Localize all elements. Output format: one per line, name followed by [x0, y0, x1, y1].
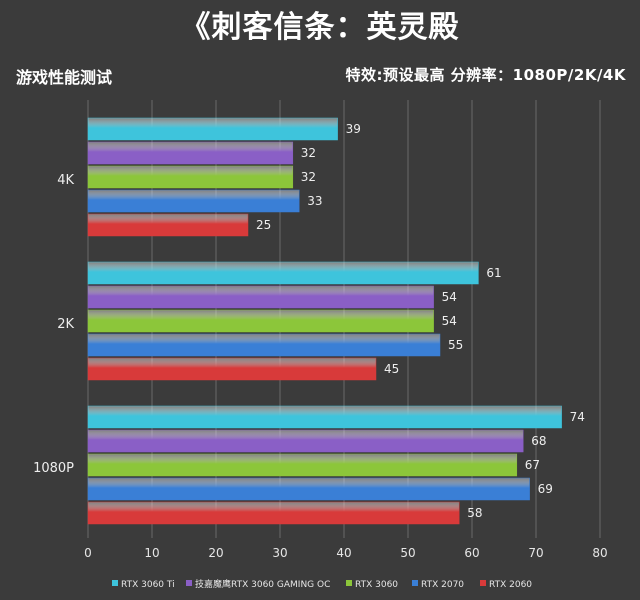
legend-swatch — [112, 580, 118, 586]
bar-value-label: 69 — [538, 482, 553, 496]
legend-swatch — [186, 580, 192, 586]
x-tick-label: 40 — [336, 546, 351, 560]
chart-subtitle-left: 游戏性能测试 — [16, 68, 113, 87]
x-tick-label: 20 — [208, 546, 223, 560]
bar-value-label: 67 — [525, 458, 540, 472]
bar-value-label: 33 — [307, 194, 322, 208]
bar — [87, 309, 434, 333]
bar-value-label: 68 — [531, 434, 546, 448]
bar-value-label: 39 — [346, 122, 361, 136]
x-tick-label: 70 — [528, 546, 543, 560]
bar — [87, 357, 377, 381]
bar-value-label: 54 — [442, 314, 457, 328]
legend-label: RTX 2070 — [421, 580, 464, 590]
chart-subtitle-right: 特效:预设最高 分辨率：1080P/2K/4K — [345, 66, 626, 84]
bar-value-label: 25 — [256, 218, 271, 232]
x-tick-label: 30 — [272, 546, 287, 560]
bar — [87, 501, 460, 525]
x-tick-label: 0 — [84, 546, 92, 560]
x-tick-label: 80 — [592, 546, 607, 560]
chart-title: 《刺客信条：英灵殿 — [180, 10, 460, 45]
bar-value-label: 61 — [486, 266, 501, 280]
bar — [87, 285, 434, 309]
legend: RTX 3060 Ti 技嘉魔鹰RTX 3060 GAMING OC RTX 306… — [112, 578, 532, 590]
bar — [87, 429, 524, 453]
bar — [87, 165, 294, 189]
bar — [87, 189, 300, 213]
category-label: 4K — [57, 173, 74, 188]
legend-label: RTX 2060 — [489, 580, 532, 590]
bar-value-label: 58 — [467, 506, 482, 520]
bar — [87, 405, 562, 429]
bar-value-label: 55 — [448, 338, 463, 352]
x-tick-label: 60 — [464, 546, 479, 560]
bar-value-label: 32 — [301, 146, 316, 160]
legend-label: RTX 3060 — [355, 580, 398, 590]
x-tick-labels-layer: 0 10 20 30 40 50 60 70 80 — [84, 546, 607, 560]
bar-labels-layer: 39 32 32 33 25 61 54 54 55 45 74 68 67 69 58 — [256, 122, 585, 520]
bar-value-label: 74 — [570, 410, 585, 424]
bar — [87, 453, 518, 477]
legend-label: 技嘉魔鹰RTX 3060 GAMING OC — [195, 578, 330, 590]
legend-swatch — [412, 580, 418, 586]
category-label: 1080P — [33, 461, 74, 476]
legend-swatch — [346, 580, 352, 586]
bar — [87, 261, 479, 285]
legend-label: RTX 3060 Ti — [121, 580, 175, 590]
bar-value-label: 32 — [301, 170, 316, 184]
category-labels-layer: 4K 2K 1080P — [33, 173, 74, 476]
bar — [87, 477, 530, 501]
bar-value-label: 45 — [384, 362, 399, 376]
legend-swatch — [480, 580, 486, 586]
x-tick-label: 50 — [400, 546, 415, 560]
bar — [87, 141, 294, 165]
x-tick-label: 10 — [144, 546, 159, 560]
bar — [87, 213, 249, 237]
category-label: 2K — [57, 317, 74, 332]
bars-layer — [87, 117, 562, 525]
bar-value-label: 54 — [442, 290, 457, 304]
bar — [87, 333, 441, 357]
bar — [87, 117, 338, 141]
